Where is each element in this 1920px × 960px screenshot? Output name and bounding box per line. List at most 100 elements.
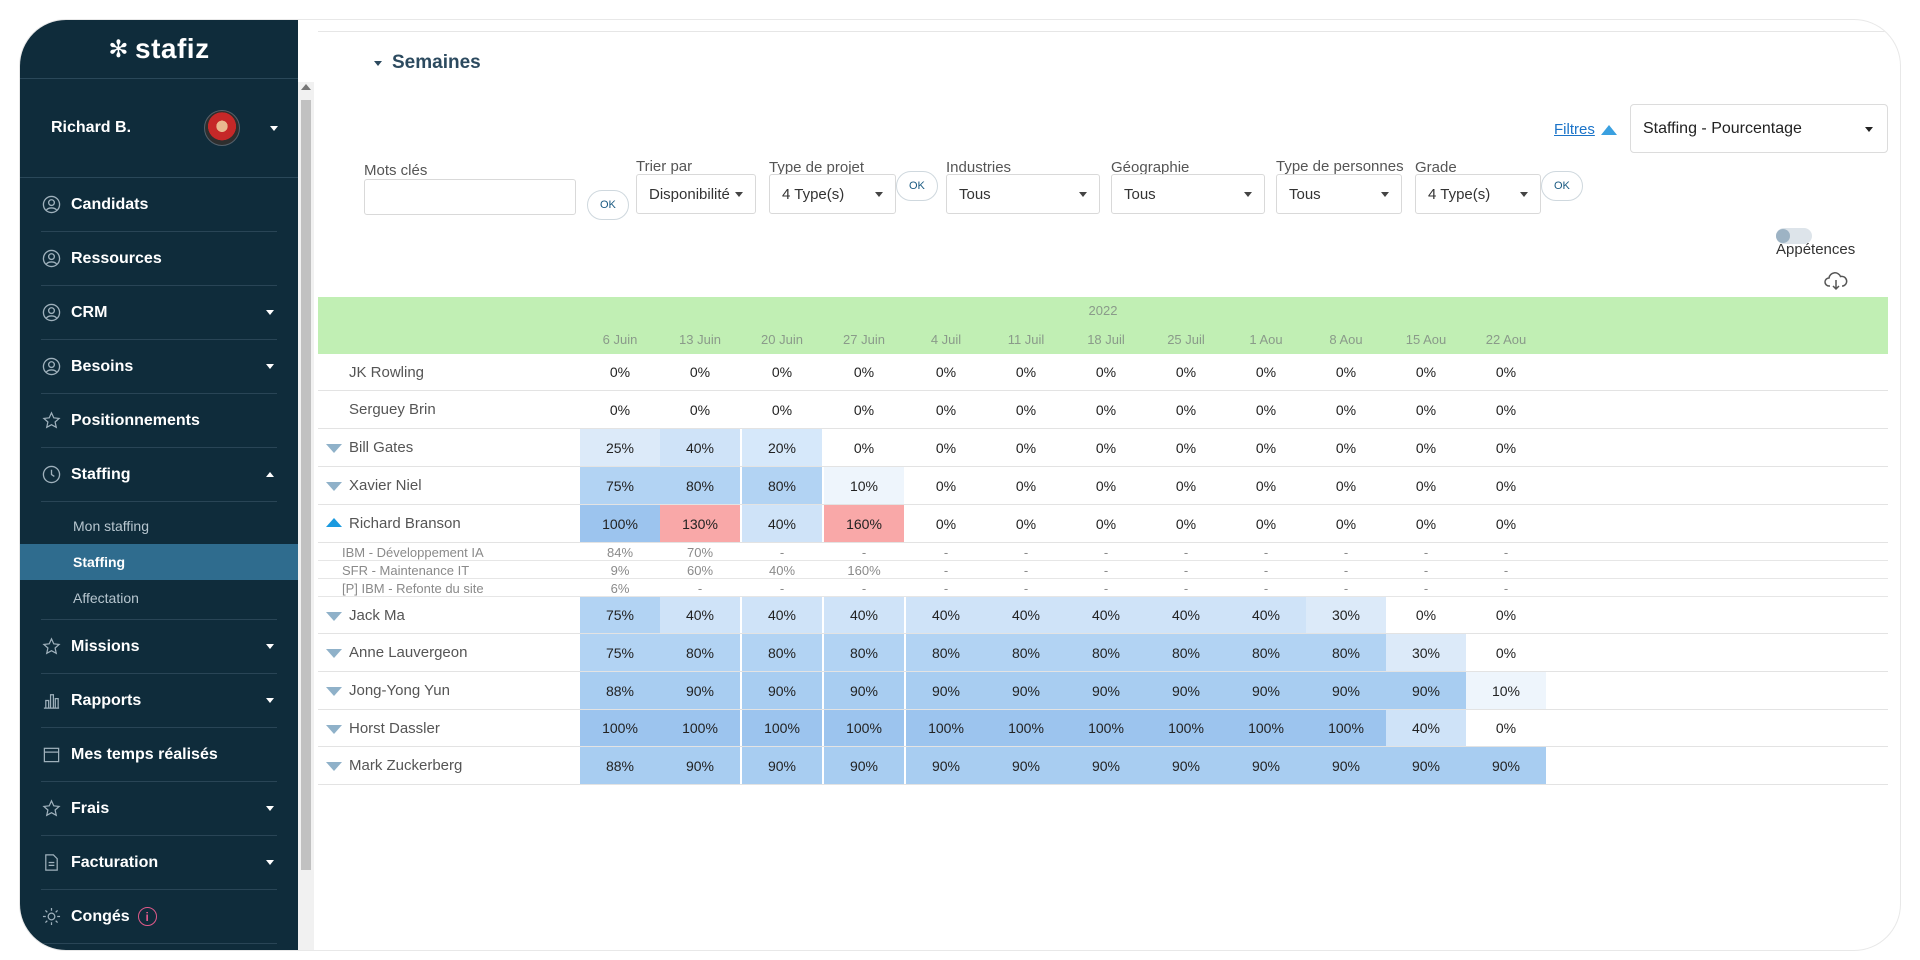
sidebar-item-ressources[interactable]: Ressources <box>41 232 277 286</box>
staffing-cell[interactable]: 0% <box>1335 439 1357 456</box>
staffing-cell[interactable]: 88% <box>580 747 660 784</box>
staffing-cell[interactable]: 0% <box>1255 364 1277 380</box>
staffing-cell[interactable]: 0% <box>1255 477 1277 494</box>
staffing-cell[interactable]: 40% <box>742 505 822 542</box>
staffing-cell[interactable]: 90% <box>1066 672 1146 709</box>
staffing-cell[interactable]: 75% <box>580 467 660 504</box>
sort-select[interactable]: Disponibilité <box>636 174 756 214</box>
staffing-cell[interactable]: 90% <box>660 672 740 709</box>
table-row[interactable]: Mark Zuckerberg 88% 90% 90% 90% 90% 90% 90% 90% 9… <box>318 747 1888 785</box>
table-row[interactable]: Serguey Brin 0% 0% 0% 0% 0% 0% 0% 0% 0% 0% 0% 0% <box>318 391 1888 429</box>
expand-row-icon[interactable] <box>326 725 342 734</box>
section-header[interactable]: Semaines <box>374 52 481 74</box>
info-icon[interactable]: i <box>137 907 157 926</box>
staffing-cell[interactable]: 0% <box>1175 439 1197 456</box>
table-row[interactable]: Jack Ma 75% 40% 40% 40% 40% 40% 40% 40% 40% 30% 0% 0… <box>318 597 1888 634</box>
staffing-cell[interactable]: 0% <box>1015 439 1037 456</box>
staffing-cell[interactable]: 0% <box>689 364 711 380</box>
staffing-cell[interactable]: 160% <box>824 505 904 542</box>
staffing-cell[interactable]: 100% <box>660 710 740 746</box>
staffing-cell[interactable]: 90% <box>1306 747 1386 784</box>
staffing-cell[interactable]: 0% <box>1175 477 1197 494</box>
staffing-cell[interactable]: 100% <box>580 710 660 746</box>
staffing-cell[interactable]: 80% <box>1226 634 1306 671</box>
staffing-cell[interactable]: 90% <box>906 747 986 784</box>
staffing-cell[interactable]: 100% <box>1226 710 1306 746</box>
staffing-cell[interactable]: 100% <box>742 710 822 746</box>
table-row[interactable]: Xavier Niel 75% 80% 80% 10% 0% 0% 0% 0% 0% 0% 0% 0% <box>318 467 1888 505</box>
appetences-toggle[interactable] <box>1776 228 1812 244</box>
expand-row-icon[interactable] <box>326 482 342 491</box>
staffing-cell[interactable]: 90% <box>1466 747 1546 784</box>
staffing-cell[interactable]: 40% <box>660 597 740 633</box>
table-row[interactable]: Horst Dassler 100% 100% 100% 100% 100% 100% 100… <box>318 710 1888 747</box>
staffing-cell[interactable]: 0% <box>1415 477 1437 494</box>
staffing-cell[interactable]: 0% <box>1015 364 1037 380</box>
expand-row-icon[interactable] <box>326 444 342 453</box>
staffing-cell[interactable]: 0% <box>1095 401 1117 418</box>
sidebar-item-missions[interactable]: Missions <box>41 620 277 674</box>
staffing-cell[interactable]: 100% <box>1066 710 1146 746</box>
staffing-cell[interactable]: 80% <box>660 467 740 504</box>
staffing-cell[interactable]: 0% <box>1495 720 1517 736</box>
person-type-select[interactable]: Tous <box>1276 174 1402 214</box>
sidebar-item-mes-temps-realises[interactable]: Mes temps réalisés <box>41 728 277 782</box>
staffing-cell[interactable]: 0% <box>935 364 957 380</box>
table-row[interactable]: JK Rowling 0% 0% 0% 0% 0% 0% 0% 0% 0% 0% 0% 0% <box>318 354 1888 391</box>
staffing-cell[interactable]: 0% <box>689 401 711 418</box>
staffing-cell[interactable]: 0% <box>853 401 875 418</box>
staffing-cell[interactable]: 90% <box>986 747 1066 784</box>
sidebar-item-besoins[interactable]: Besoins <box>41 340 277 394</box>
staffing-cell[interactable]: 80% <box>986 634 1066 671</box>
staffing-cell[interactable]: 40% <box>1386 710 1466 746</box>
staffing-cell[interactable]: 88% <box>580 672 660 709</box>
cloud-download-icon[interactable] <box>1824 271 1848 291</box>
staffing-cell[interactable]: 0% <box>1415 515 1437 532</box>
sidebar-subitem-affectation[interactable]: Affectation <box>73 590 139 606</box>
staffing-cell[interactable]: 0% <box>935 515 957 532</box>
staffing-cell[interactable]: 80% <box>742 467 822 504</box>
staffing-cell[interactable]: 40% <box>986 597 1066 633</box>
staffing-cell[interactable]: 40% <box>1066 597 1146 633</box>
grade-ok-button[interactable]: OK <box>1541 171 1583 201</box>
staffing-cell[interactable]: 40% <box>1226 597 1306 633</box>
staffing-cell[interactable]: 0% <box>1495 477 1517 494</box>
keywords-ok-button[interactable]: OK <box>587 190 629 220</box>
table-row[interactable]: Anne Lauvergeon 75% 80% 80% 80% 80% 80% 80% 80% 8… <box>318 634 1888 672</box>
staffing-cell[interactable]: 0% <box>1495 607 1517 623</box>
staffing-cell[interactable]: 0% <box>1015 515 1037 532</box>
staffing-cell[interactable]: 0% <box>935 401 957 418</box>
grade-select[interactable]: 4 Type(s) <box>1415 174 1541 214</box>
sidebar-subitem-mon-staffing[interactable]: Mon staffing <box>73 518 150 534</box>
staffing-cell[interactable]: 0% <box>1255 515 1277 532</box>
staffing-cell[interactable]: 0% <box>1255 439 1277 456</box>
staffing-cell[interactable]: 0% <box>1495 644 1517 661</box>
staffing-cell[interactable]: 30% <box>1306 597 1386 633</box>
staffing-cell[interactable]: 0% <box>1095 364 1117 380</box>
table-row[interactable]: Richard Branson 100% 130% 40% 160% 0% 0% 0% 0% 0%… <box>318 505 1888 543</box>
staffing-cell[interactable]: 100% <box>986 710 1066 746</box>
staffing-cell[interactable]: 90% <box>1226 672 1306 709</box>
staffing-cell[interactable]: 90% <box>742 747 822 784</box>
staffing-cell[interactable]: 100% <box>1146 710 1226 746</box>
staffing-cell[interactable]: 130% <box>660 505 740 542</box>
staffing-cell[interactable]: 10% <box>1466 672 1546 709</box>
staffing-cell[interactable]: 80% <box>1146 634 1226 671</box>
staffing-cell[interactable]: 0% <box>609 364 631 380</box>
sidebar-item-frais[interactable]: Frais <box>41 782 277 836</box>
expand-row-icon[interactable] <box>326 649 342 658</box>
staffing-cell[interactable]: 0% <box>1175 401 1197 418</box>
staffing-cell[interactable]: 100% <box>906 710 986 746</box>
staffing-cell[interactable]: 75% <box>580 597 660 633</box>
staffing-cell[interactable]: 0% <box>1095 439 1117 456</box>
staffing-cell[interactable]: 90% <box>742 672 822 709</box>
expand-row-icon[interactable] <box>326 762 342 771</box>
staffing-cell[interactable]: 100% <box>1306 710 1386 746</box>
staffing-cell[interactable]: 90% <box>1386 747 1466 784</box>
staffing-cell[interactable]: 0% <box>935 477 957 494</box>
staffing-cell[interactable]: 0% <box>853 439 875 456</box>
staffing-cell[interactable]: 40% <box>824 597 904 633</box>
sidebar-item-facturation[interactable]: Facturation <box>41 836 277 890</box>
staffing-cell[interactable]: 80% <box>660 634 740 671</box>
staffing-cell[interactable]: 90% <box>986 672 1066 709</box>
